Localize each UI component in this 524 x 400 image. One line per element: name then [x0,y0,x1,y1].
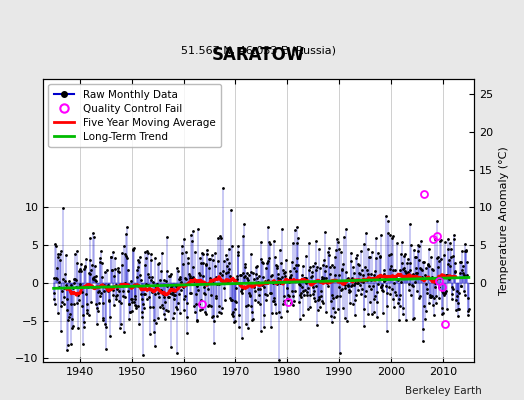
Y-axis label: Temperature Anomaly (°C): Temperature Anomaly (°C) [499,146,509,295]
Text: 51.567 N, 46.033 E (Russia): 51.567 N, 46.033 E (Russia) [181,45,336,55]
Title: SARATOW: SARATOW [212,46,305,64]
Text: Berkeley Earth: Berkeley Earth [406,386,482,396]
Legend: Raw Monthly Data, Quality Control Fail, Five Year Moving Average, Long-Term Tren: Raw Monthly Data, Quality Control Fail, … [48,84,221,147]
